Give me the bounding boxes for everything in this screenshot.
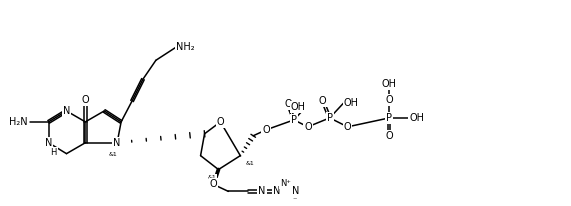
Text: O: O bbox=[385, 95, 393, 105]
Text: N: N bbox=[114, 138, 121, 148]
Text: O: O bbox=[304, 122, 312, 132]
Text: N: N bbox=[292, 186, 299, 196]
Text: OH: OH bbox=[382, 79, 397, 89]
Text: N: N bbox=[45, 138, 53, 148]
Text: NH₂: NH₂ bbox=[176, 42, 194, 52]
Text: O: O bbox=[344, 122, 351, 132]
Text: O: O bbox=[210, 179, 218, 190]
Text: N: N bbox=[63, 106, 70, 116]
Text: P: P bbox=[291, 115, 297, 125]
Text: P: P bbox=[327, 113, 333, 123]
Text: OH: OH bbox=[344, 98, 359, 108]
Text: O: O bbox=[385, 131, 393, 141]
Text: OH: OH bbox=[409, 113, 424, 123]
Text: OH: OH bbox=[291, 102, 306, 112]
Text: O: O bbox=[284, 99, 292, 109]
Text: O: O bbox=[262, 125, 270, 135]
Text: &1: &1 bbox=[246, 161, 255, 166]
Text: O: O bbox=[216, 117, 224, 127]
Text: H: H bbox=[50, 148, 57, 157]
Text: N: N bbox=[259, 186, 266, 196]
Text: P: P bbox=[387, 113, 392, 123]
Text: H₂N: H₂N bbox=[9, 117, 28, 127]
Text: N: N bbox=[274, 186, 281, 196]
Text: O: O bbox=[82, 95, 89, 105]
Text: ⁻: ⁻ bbox=[293, 195, 297, 204]
Text: &1: &1 bbox=[109, 152, 118, 157]
Text: &1: &1 bbox=[207, 175, 216, 180]
Text: O: O bbox=[319, 96, 327, 106]
Text: N⁺: N⁺ bbox=[280, 179, 291, 188]
